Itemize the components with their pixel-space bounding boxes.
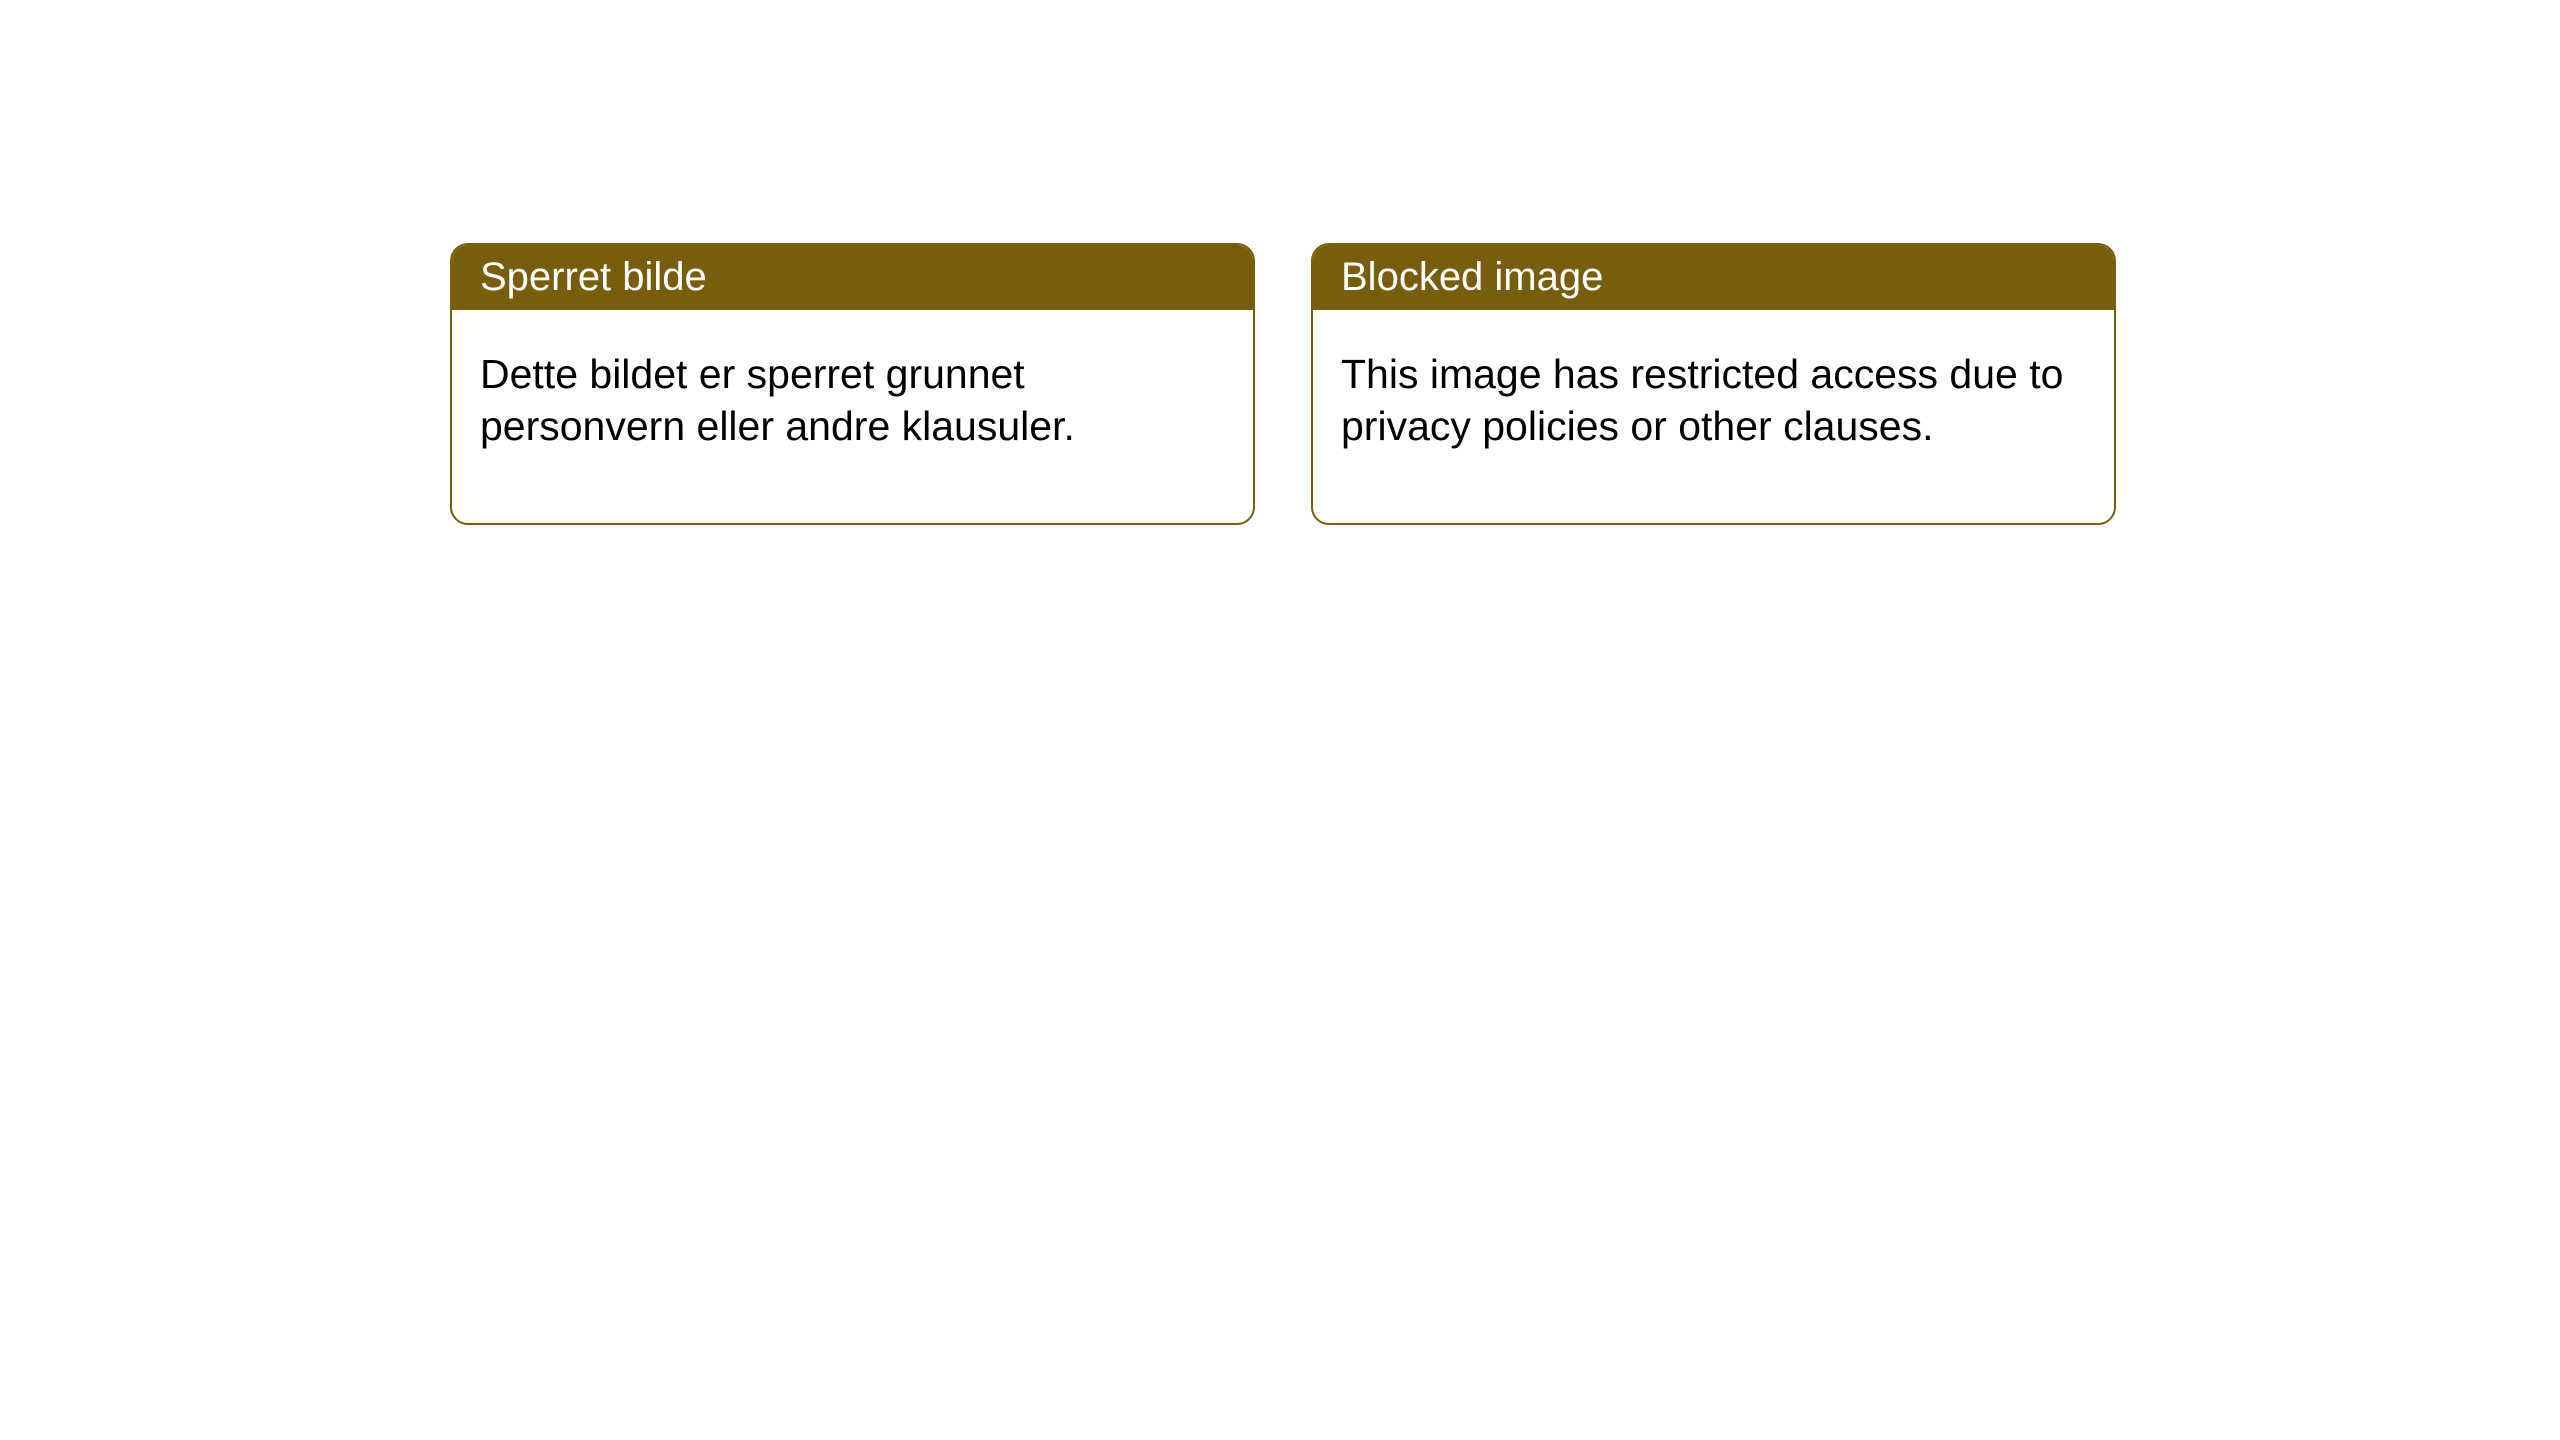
card-body-text: Dette bildet er sperret grunnet personve…	[480, 351, 1075, 449]
card-body: Dette bildet er sperret grunnet personve…	[452, 310, 1253, 523]
notice-cards-container: Sperret bilde Dette bildet er sperret gr…	[0, 0, 2560, 525]
card-title: Sperret bilde	[480, 255, 707, 299]
notice-card-norwegian: Sperret bilde Dette bildet er sperret gr…	[450, 243, 1255, 525]
card-body-text: This image has restricted access due to …	[1341, 351, 2063, 449]
card-body: This image has restricted access due to …	[1313, 310, 2114, 523]
card-title: Blocked image	[1341, 255, 1603, 299]
notice-card-english: Blocked image This image has restricted …	[1311, 243, 2116, 525]
card-header: Blocked image	[1313, 245, 2114, 310]
card-header: Sperret bilde	[452, 245, 1253, 310]
